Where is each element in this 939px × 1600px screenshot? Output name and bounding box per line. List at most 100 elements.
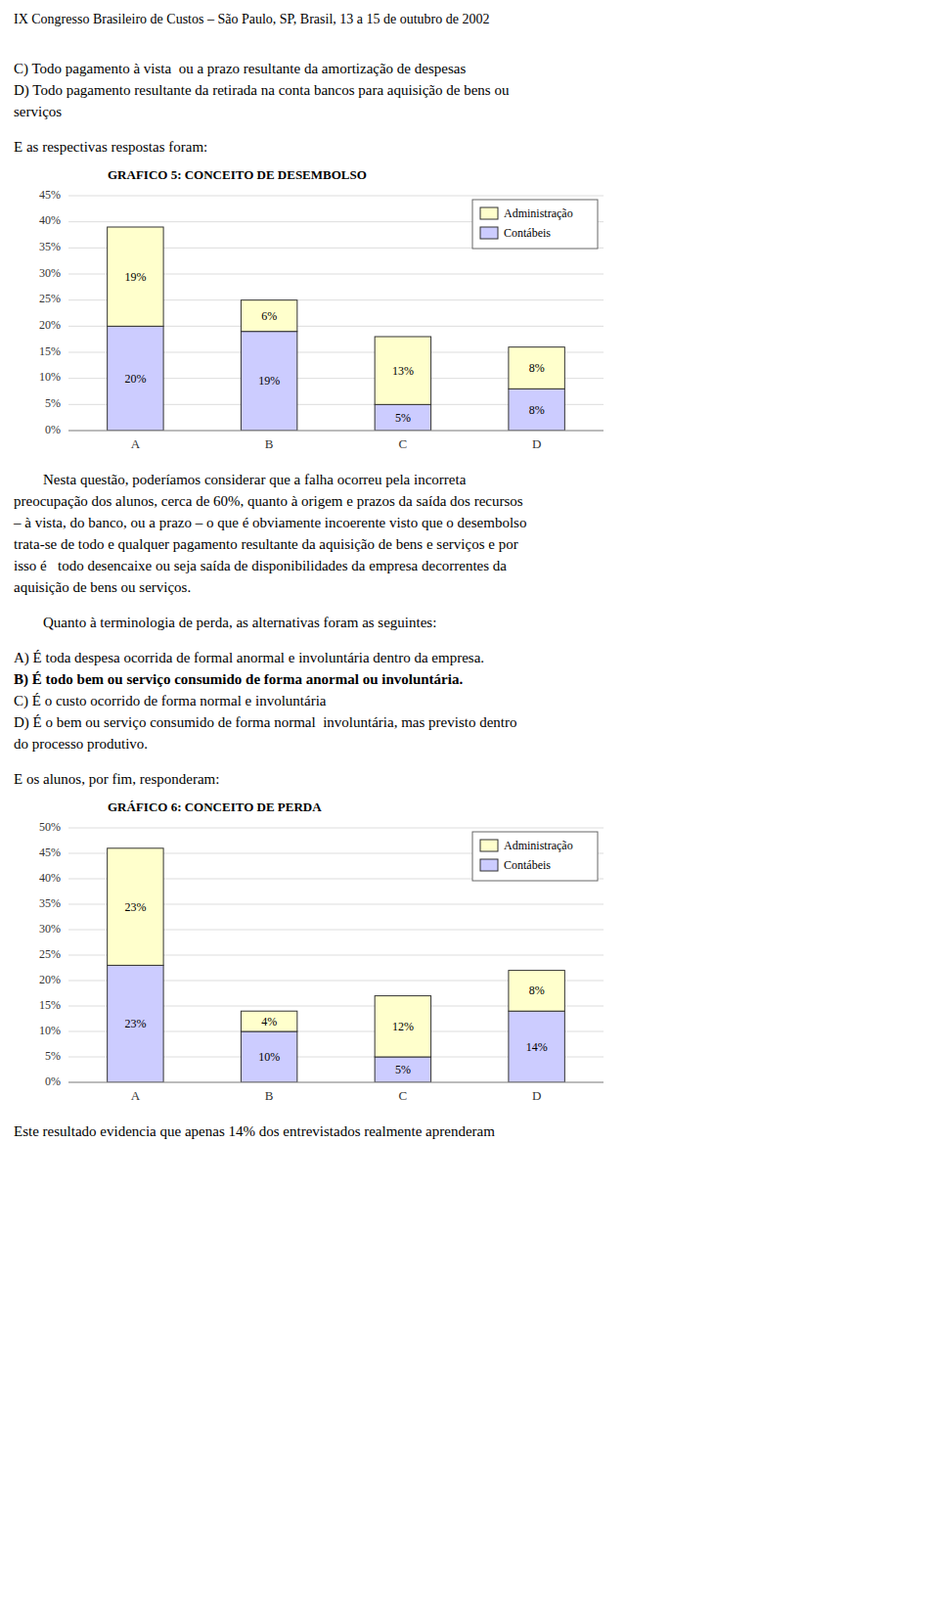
legend-swatch (480, 858, 498, 871)
bars (107, 226, 566, 431)
data-label: 23% (124, 1016, 146, 1030)
body-text: serviços (13, 103, 62, 120)
legend-box (472, 199, 598, 249)
chart-title: GRÁFICO 6: CONCEITO DE PERDA (107, 799, 322, 814)
body-text: aquisição de bens ou serviços. (13, 579, 191, 595)
bar (240, 1010, 297, 1031)
bar (107, 325, 164, 431)
data-label: 6% (261, 309, 277, 323)
data-label: 19% (124, 269, 146, 284)
grid-line (68, 195, 604, 197)
data-labels: 20% 19% 5% 8% 19% 6% 13% 8% (124, 269, 544, 425)
y-tick-label: 40% (39, 213, 61, 227)
bar (508, 970, 565, 1012)
bar (240, 1030, 297, 1082)
grid (68, 827, 604, 1082)
body-text: do processo produtivo. (13, 735, 148, 752)
body-text: C) Todo pagamento à vista ou a prazo res… (13, 60, 466, 78)
y-tick-label: 40% (39, 870, 61, 885)
data-label: 23% (124, 899, 146, 914)
legend-entry: Contábeis (503, 225, 551, 240)
y-tick-label: 15% (39, 344, 61, 358)
data-label: 19% (258, 373, 280, 388)
y-tick-label: 5% (44, 396, 61, 410)
page: IX Congresso Brasileiro de Custos – São … (0, 0, 939, 1600)
data-label: 10% (258, 1049, 280, 1064)
legend: Administração Contábeis (472, 831, 598, 881)
bar (107, 226, 164, 326)
legend: Administração Contábeis (472, 199, 598, 249)
body-text: trata-se de todo e qualquer pagamento re… (13, 536, 519, 552)
bar (374, 403, 431, 431)
legend-swatch (480, 207, 498, 220)
x-axis-line (68, 430, 604, 432)
x-axis-line (68, 1081, 604, 1083)
data-label: 12% (392, 1019, 414, 1033)
legend-box (472, 831, 598, 881)
data-label: 5% (395, 1062, 411, 1076)
body-text: Quanto à terminologia de perda, as alter… (13, 614, 437, 630)
bar (374, 336, 431, 404)
bar (508, 347, 565, 390)
x-tick-label: B (265, 1087, 274, 1103)
data-label: 5% (395, 410, 411, 425)
legend-entry: Administração (503, 206, 574, 221)
y-tick-label: 10% (39, 369, 61, 384)
y-tick-label: 15% (39, 997, 61, 1012)
bar (107, 964, 164, 1082)
x-tick-label: C (399, 1087, 408, 1103)
body-text: E as respectivas respostas foram: (13, 138, 208, 155)
body-text: isso é todo desencaixe ou seja saída de … (13, 557, 507, 574)
chart: 0%5%10%15%20%25%30%35%40%45%20%19%5%8%19… (39, 187, 604, 451)
grid-line (68, 827, 604, 829)
y-tick-label: 35% (39, 239, 61, 254)
data-labels: 23% 10% 5% 14% 23% 4% 12% 8% (124, 899, 547, 1076)
body-text: C) É o custo ocorrido de forma normal e … (13, 692, 327, 710)
y-tick-label: 0% (44, 1073, 61, 1088)
y-tick-label: 30% (39, 266, 61, 280)
legend-entry: Contábeis (503, 857, 551, 872)
x-tick-label: D (532, 436, 541, 451)
legend-entry: Administração (503, 838, 574, 852)
bars (107, 848, 566, 1082)
legend-swatch (480, 839, 498, 851)
data-label: 13% (392, 363, 414, 378)
data-label: 8% (529, 360, 545, 375)
grid (68, 195, 604, 431)
body-text: E os alunos, por fim, responderam: (13, 770, 220, 787)
y-tick-label: 30% (39, 921, 61, 936)
x-tick-label: A (131, 1087, 141, 1103)
body-text: A) É toda despesa ocorrida de formal ano… (13, 649, 485, 667)
bar (240, 331, 297, 431)
body-text: – à vista, do banco, ou a prazo – o que … (12, 514, 527, 531)
y-tick-label: 50% (39, 819, 61, 834)
data-label: 4% (261, 1014, 277, 1029)
x-tick-label: C (399, 436, 408, 451)
y-tick-label: 5% (44, 1048, 61, 1063)
data-label: 8% (529, 983, 545, 997)
body-text: preocupação dos alunos, cerca de 60%, qu… (13, 492, 524, 509)
chart: 0%5%10%15%20%25%30%35%40%45%50%23%10%5%1… (39, 819, 604, 1103)
body-text: Nesta questão, poderíamos considerar que… (13, 471, 467, 488)
bar (107, 848, 164, 966)
y-tick-label: 35% (39, 895, 61, 910)
data-label: 8% (529, 402, 545, 417)
body-text: D) Todo pagamento resultante da retirada… (13, 82, 510, 99)
bar (374, 995, 431, 1057)
bar (240, 300, 297, 332)
y-tick-label: 45% (39, 845, 61, 859)
bar (374, 1056, 431, 1082)
y-tick-label: 0% (44, 422, 61, 437)
y-tick-label: 45% (39, 187, 61, 202)
data-label: 14% (526, 1039, 548, 1054)
header: IX Congresso Brasileiro de Custos – São … (13, 11, 490, 27)
x-tick-label: A (131, 436, 141, 451)
y-tick-label: 10% (39, 1023, 61, 1037)
data-label: 20% (124, 371, 146, 386)
chart-title: GRAFICO 5: CONCEITO DE DESEMBOLSO (107, 167, 367, 182)
grid-line (68, 430, 604, 432)
body-text: Este resultado evidencia que apenas 14% … (13, 1122, 495, 1139)
x-tick-label: D (532, 1087, 541, 1103)
legend-swatch (480, 226, 498, 239)
background (0, 0, 939, 1600)
